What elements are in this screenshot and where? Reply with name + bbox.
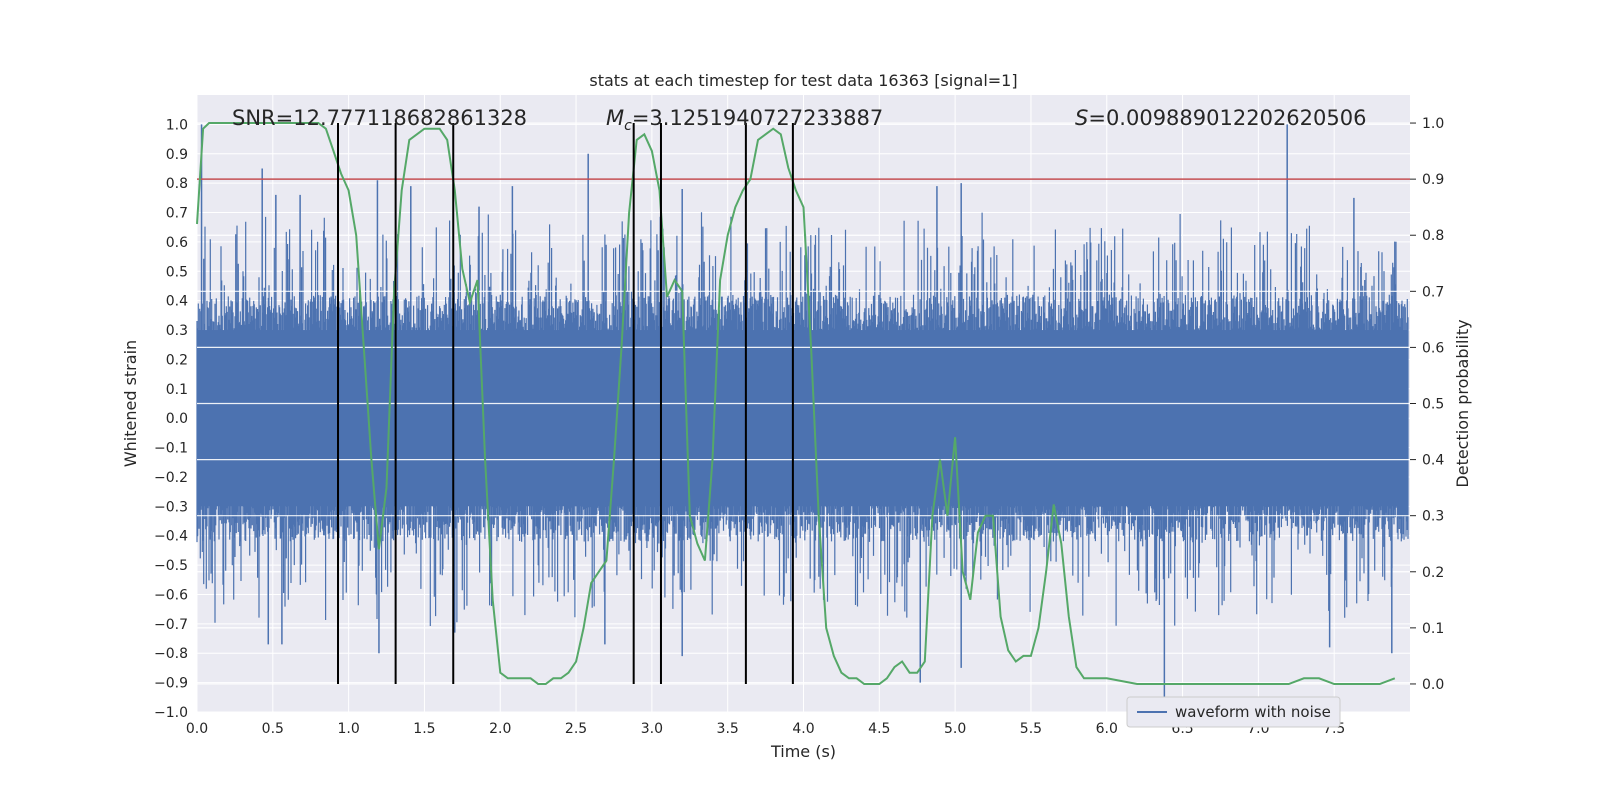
y2-tick-label: 0.6 [1422, 340, 1444, 356]
x-tick-label: 1.0 [337, 721, 359, 737]
chirp-mass-value: =3.1251940727233887 [632, 106, 883, 130]
chart-title: stats at each timestep for test data 163… [589, 71, 1017, 90]
y2-tick-label: 0.9 [1422, 172, 1444, 188]
waveform-layer [196, 124, 1410, 712]
y2-tick-label: 0.5 [1422, 397, 1444, 413]
y-tick-label: −0.4 [154, 529, 188, 545]
x-axis-label: Time (s) [770, 742, 836, 761]
y-tick-label: −0.3 [154, 499, 188, 515]
y-axis-label: Whitened strain [121, 340, 140, 467]
y-tick-label: 0.6 [166, 235, 188, 251]
x-tick-label: 0.5 [262, 721, 284, 737]
y2-tick-label: 0.1 [1422, 621, 1444, 637]
y2-tick-label: 0.0 [1422, 677, 1444, 693]
s-value: =0.009889012202620506 [1088, 106, 1366, 130]
y-tick-label: −0.8 [154, 646, 188, 662]
x-tick-label: 0.0 [186, 721, 208, 737]
detection-probability-line [196, 122, 1396, 685]
x-tick-label: 4.5 [868, 721, 890, 737]
x-tick-label: 2.0 [489, 721, 511, 737]
y-tick-label: −0.6 [154, 587, 188, 603]
y-tick-label: 0.1 [166, 382, 188, 398]
y-tick-label: 0.5 [166, 264, 188, 280]
y-tick-label: 0.8 [166, 176, 188, 192]
y2-tick-label: 0.8 [1422, 228, 1444, 244]
x-tick-label: 5.5 [1020, 721, 1042, 737]
x-tick-label: 1.5 [413, 721, 435, 737]
y-tick-label: −0.1 [154, 441, 188, 457]
axes-layer: 0.0 0.5 1.0 1.5 2.0 2.5 3.0 3.5 4.0 4.5 5.0 5.5 6.0 6… [154, 116, 1444, 737]
y2-tick-label: 1.0 [1422, 116, 1444, 132]
y2-tick-label: 0.4 [1422, 453, 1444, 469]
x-tick-label: 4.0 [792, 721, 814, 737]
snr-annotation: SNR=12.777118682861328 [232, 106, 527, 130]
x-tick-label: 5.0 [944, 721, 966, 737]
y2-axis-label: Detection probability [1453, 319, 1472, 487]
x-tick-label: 3.5 [717, 721, 739, 737]
s-annotation: S=0.009889012202620506 [1075, 106, 1366, 130]
y-tick-label: −0.2 [154, 470, 188, 486]
chirp-mass-annotation: Mc=3.1251940727233887 [606, 106, 883, 134]
y-tick-label: 0.0 [166, 411, 188, 427]
y2-tick-label: 0.3 [1422, 509, 1444, 525]
vertical-lines-layer [337, 123, 794, 684]
y-tick-label: −0.9 [154, 676, 188, 692]
x-tick-label: 2.5 [565, 721, 587, 737]
y-tick-label: 0.7 [166, 206, 188, 222]
y-tick-label: 0.2 [166, 352, 188, 368]
y-tick-label: −0.5 [154, 558, 188, 574]
legend-label-waveform: waveform with noise [1175, 703, 1331, 721]
y2-tick-label: 0.2 [1422, 565, 1444, 581]
y-tick-label: 0.9 [166, 147, 188, 163]
x-tick-label: 3.0 [641, 721, 663, 737]
probability-layer [196, 122, 1396, 685]
waveform-core [197, 330, 1409, 507]
y-tick-label: −1.0 [154, 705, 188, 721]
y-tick-label: 1.0 [166, 117, 188, 133]
y-tick-label: 0.3 [166, 323, 188, 339]
legend: waveform with noise [1126, 696, 1341, 728]
y-tick-label: −0.7 [154, 617, 188, 633]
y-tick-label: 0.4 [166, 294, 188, 310]
legend-box [1126, 696, 1341, 728]
x-tick-label: 6.0 [1096, 721, 1118, 737]
y2-tick-label: 0.7 [1422, 284, 1444, 300]
